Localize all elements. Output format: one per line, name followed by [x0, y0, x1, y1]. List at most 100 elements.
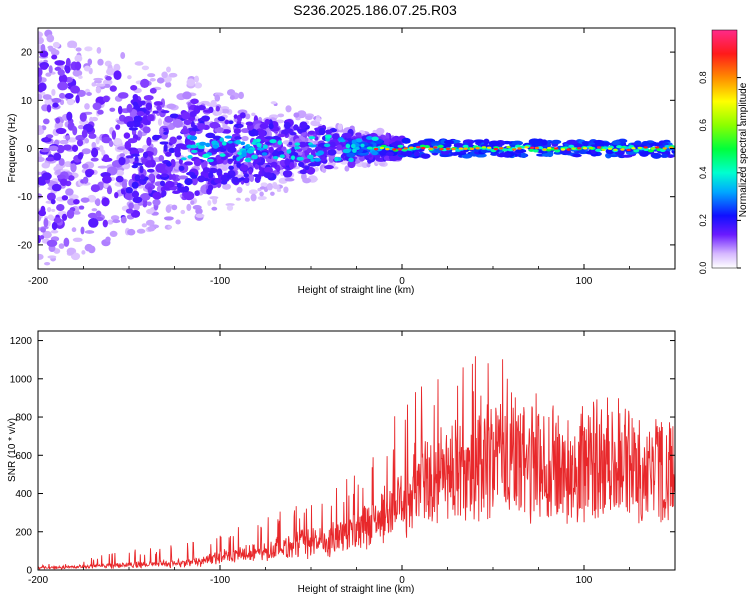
spectral-cell	[554, 149, 561, 153]
spectral-cell	[126, 103, 133, 113]
spectral-cell	[463, 147, 468, 150]
spectral-cell	[146, 114, 155, 122]
spectral-cell	[46, 34, 55, 43]
spectral-cell	[253, 130, 260, 137]
spectral-cell	[298, 161, 305, 168]
spectral-cell	[212, 144, 219, 149]
spectral-cell	[74, 61, 82, 71]
spectral-cell	[80, 197, 90, 203]
spectral-cell	[454, 143, 465, 147]
spectral-cell	[153, 101, 163, 106]
spectral-cell	[166, 161, 172, 167]
spectral-cell	[190, 144, 198, 149]
spectral-cell	[186, 78, 196, 87]
spectral-cell	[226, 174, 233, 179]
spectral-cell	[50, 229, 59, 234]
spectral-cell	[95, 198, 101, 207]
spectral-cell	[189, 135, 198, 141]
spectral-cell	[38, 156, 45, 163]
spectral-cell	[38, 36, 44, 45]
spectral-cell	[259, 186, 266, 190]
spectral-cell	[578, 149, 586, 155]
spectral-cell	[233, 114, 238, 119]
spectral-cell	[202, 167, 211, 173]
spectral-cell	[152, 198, 161, 206]
spectral-cell	[437, 144, 444, 148]
spectral-cell	[227, 146, 237, 153]
spectral-cell	[654, 146, 660, 149]
spectral-cell	[333, 166, 339, 170]
spectral-cell	[169, 136, 177, 145]
y-tick-label: 10	[21, 96, 33, 107]
spectral-cell	[532, 149, 539, 153]
spectral-cell	[88, 218, 99, 228]
snr-series-line	[38, 356, 675, 570]
spectral-cell	[112, 219, 121, 224]
spectral-cell	[194, 75, 200, 83]
spectral-cell	[187, 154, 193, 159]
spectral-cell	[95, 136, 100, 145]
spectral-cell	[210, 99, 217, 108]
spectral-cell	[108, 140, 114, 147]
spectral-cell	[246, 148, 254, 154]
spectral-cell	[91, 116, 98, 122]
spectral-cell	[196, 123, 206, 131]
spectral-cell	[149, 87, 157, 94]
spectral-cell	[360, 143, 365, 148]
spectral-cell	[643, 146, 648, 149]
spectral-cell	[161, 173, 168, 178]
spectral-cell	[113, 70, 122, 80]
spectral-cell	[560, 148, 566, 151]
spectral-cell	[238, 91, 244, 100]
spectral-cell	[113, 137, 123, 146]
spectral-cell	[662, 142, 669, 146]
spectral-cell	[102, 95, 110, 103]
spectral-cell	[189, 131, 196, 136]
spectral-cell	[512, 148, 517, 151]
spectral-cell	[48, 65, 53, 74]
spectral-cell	[83, 65, 91, 72]
spectral-cell	[207, 184, 214, 192]
spectral-cell	[190, 98, 199, 105]
spectral-cell	[73, 198, 80, 205]
spectral-cell	[149, 78, 156, 82]
spectral-cell	[195, 207, 203, 215]
spectral-cell	[276, 188, 282, 192]
spectral-cell	[397, 144, 404, 148]
spectral-cell	[254, 176, 261, 184]
spectral-cell	[43, 218, 49, 228]
spectral-cell	[284, 158, 291, 166]
spectral-cell	[219, 137, 224, 142]
spectral-cell	[299, 169, 308, 175]
spectral-cell	[257, 195, 267, 201]
spectral-cell	[244, 144, 249, 150]
spectral-cell	[132, 101, 138, 107]
spectral-cell	[219, 153, 226, 157]
spectral-cell	[347, 160, 356, 169]
spectral-cell	[120, 51, 126, 60]
spectral-cell	[168, 173, 174, 181]
spectral-cell	[272, 155, 279, 160]
spectral-cell	[175, 219, 181, 225]
spectral-cell	[458, 147, 464, 150]
spectral-cell	[571, 147, 576, 150]
spectral-cell	[194, 190, 200, 197]
spectral-cell	[233, 128, 241, 135]
spectral-cell	[647, 149, 654, 153]
spectral-cell	[40, 227, 46, 233]
y-tick-label: 400	[15, 489, 32, 500]
spectral-cell	[183, 191, 195, 201]
spectral-cell	[91, 82, 97, 87]
spectral-cell	[77, 153, 84, 160]
spectral-cell	[228, 165, 234, 170]
spectral-cell	[397, 148, 402, 151]
spectral-cell	[51, 221, 58, 231]
spectral-cell	[200, 171, 207, 176]
spectral-cell	[329, 141, 336, 148]
spectral-cell	[375, 127, 385, 135]
spectral-cell	[131, 190, 140, 198]
spectral-cell	[433, 146, 438, 149]
spectral-cell	[147, 73, 156, 78]
spectral-cell	[51, 97, 62, 103]
spectral-cell	[81, 148, 91, 155]
